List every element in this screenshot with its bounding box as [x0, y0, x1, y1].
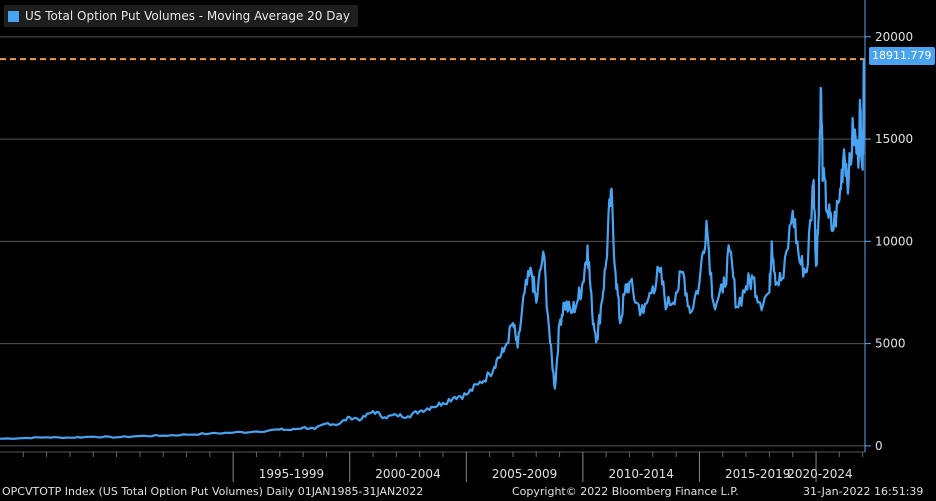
x-tick-label: 1995-1999	[259, 467, 324, 481]
x-tick-label: 2020-2024	[787, 467, 852, 481]
x-tick-label: 2005-2009	[492, 467, 557, 481]
grid-lines	[0, 36, 865, 447]
legend-label: US Total Option Put Volumes - Moving Ave…	[25, 9, 350, 23]
series-line	[0, 59, 865, 440]
last-value-badge: 18911.779	[869, 47, 935, 65]
y-tick-label: 10000	[875, 234, 913, 248]
footer-timestamp: 31-Jan-2022 16:51:39	[803, 485, 924, 498]
y-tick-label: 20000	[875, 30, 913, 44]
y-tick-label: 15000	[875, 132, 913, 146]
y-axis: 0 5000 10000 15000 20000	[864, 0, 913, 453]
y-tick-label: 0	[875, 439, 883, 453]
legend-swatch	[8, 10, 19, 22]
footer-copyright: Copyright© 2022 Bloomberg Finance L.P.	[512, 485, 739, 498]
x-tick-label: 2010-2014	[608, 467, 673, 481]
legend: US Total Option Put Volumes - Moving Ave…	[4, 5, 358, 27]
footer: OPCVTOTP Index (US Total Option Put Volu…	[0, 484, 936, 501]
x-tick-label: 2015-2019	[725, 467, 790, 481]
y-tick-label: 5000	[875, 337, 906, 351]
x-tick-label: 2000-2004	[375, 467, 440, 481]
footer-index: OPCVTOTP Index (US Total Option Put Volu…	[2, 485, 424, 498]
x-axis: 1995-1999 2000-2004 2005-2009 2010-2014 2015…	[0, 451, 865, 482]
